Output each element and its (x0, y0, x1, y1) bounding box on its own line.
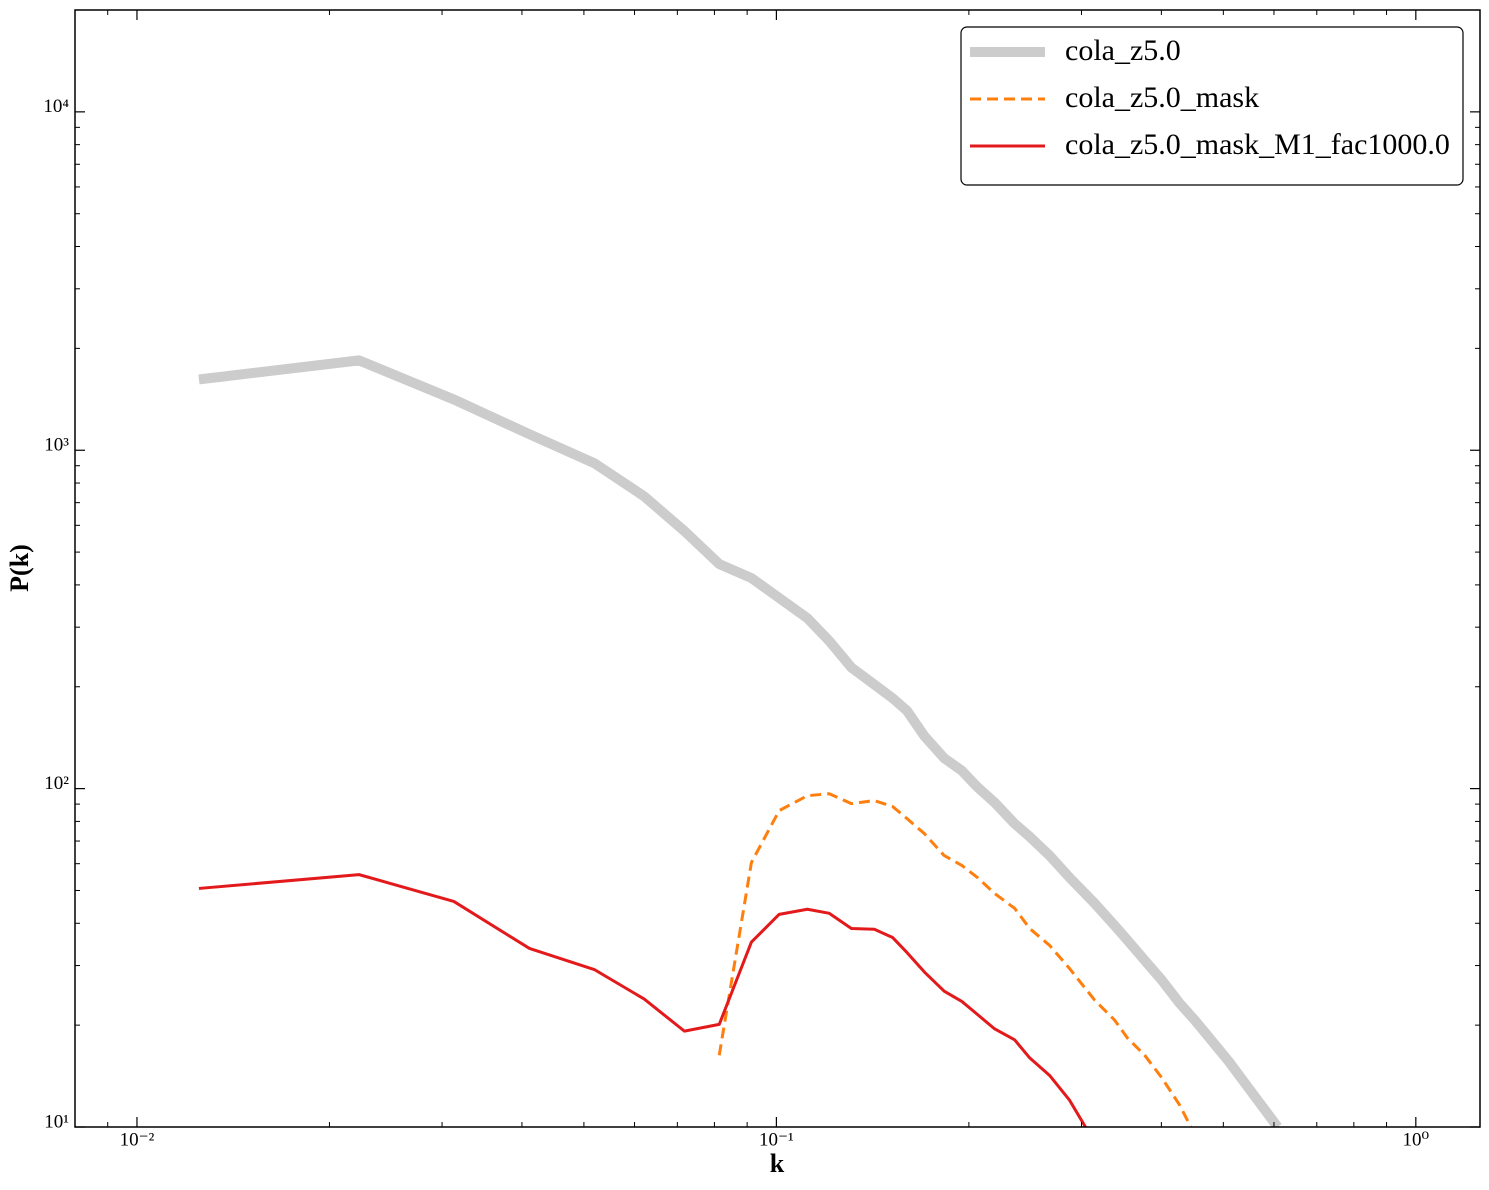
axes-frame (74, 9, 1481, 1128)
legend-label: cola_z5.0_mask_M1_fac1000.0 (1065, 128, 1450, 161)
y-tick-label: 10² (44, 773, 69, 794)
series-line (198, 355, 1282, 1127)
y-tick-label: 10¹ (44, 1111, 69, 1132)
series-line (198, 873, 1088, 1127)
legend-box (960, 26, 1464, 186)
y-axis-label: P(k) (5, 544, 34, 592)
x-axis-label: k (770, 1149, 785, 1178)
legend-label: cola_z5.0 (1065, 34, 1181, 67)
plot-area (198, 355, 1282, 1127)
series-line (717, 792, 1193, 1127)
x-tick-label: 10⁻¹ (759, 1129, 794, 1150)
x-tick-label: 10⁰ (1403, 1129, 1430, 1150)
legend-label: cola_z5.0_mask (1065, 81, 1259, 114)
y-tick-label: 10³ (44, 435, 69, 456)
x-tick-label: 10⁻² (120, 1129, 155, 1150)
y-tick-label: 10⁴ (43, 96, 69, 117)
